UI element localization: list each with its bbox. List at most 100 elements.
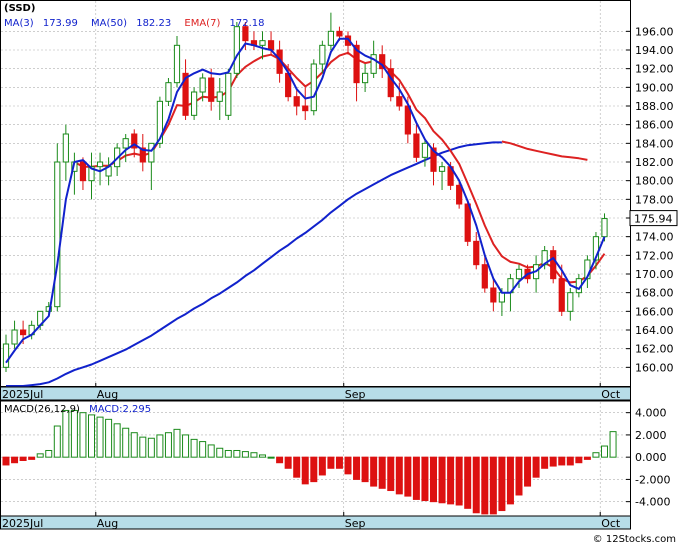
macd-bar [199,441,207,458]
macd-date-bar [0,515,631,530]
macd-bar [592,452,600,458]
candle-body [199,77,206,93]
ma3-line-path [5,37,606,364]
candle-body [216,91,223,102]
macd-bar [344,456,352,475]
macd-bar [173,428,181,458]
ma3-legend: MA(3) 173.99 MA(50) 182.23 EMA(7) 172.18 [4,18,265,29]
ma50-legend-value: 182.23 [136,18,171,29]
macd-bar [45,449,53,458]
candle-body [438,166,446,172]
macd-bar [609,431,617,458]
macd-bar [353,456,361,480]
macd-bar [421,456,429,502]
macd-bar [541,456,549,469]
macd-bar [62,409,70,458]
macd-date-label: 2025Jul [2,517,43,530]
candle-body [430,147,437,172]
macd-tick-label: -4.000 [635,496,670,509]
ma50-line-recent-segment [501,140,588,161]
candle-body [233,26,240,74]
macd-bar [11,456,19,464]
candle-body [413,133,420,158]
macd-tick-label: -2.000 [635,473,670,486]
macd-bar [156,434,164,458]
candle-body [490,287,497,303]
price-tick-label: 196.00 [635,25,674,38]
candle-body [62,133,69,163]
ma3-legend-value: 173.99 [43,18,78,29]
candle-body [481,264,488,289]
ma50-legend-label: MA(50) [91,18,127,29]
macd-bar [498,456,506,512]
macd-bar [387,456,395,492]
price-tick-label: 174.00 [635,231,674,244]
credit-text: © 12Stocks.com [593,534,676,545]
macd-bar [284,456,292,469]
candle-body [379,54,386,70]
macd-bar [122,427,130,458]
price-tick-label: 178.00 [635,193,674,206]
macd-bar [378,456,386,489]
macd-bar [233,449,241,458]
candle-body [515,268,523,280]
candle-body [191,91,198,116]
candle-body [464,203,471,242]
candle-body [173,44,181,84]
macd-legend-value: MACD:2.295 [89,404,151,415]
price-badge-box [629,210,678,227]
macd-y-axis: -4.000 -2.000 0.000 2.000 4.000 [626,407,670,509]
candle-body [601,218,608,238]
macd-bar [327,456,335,469]
candle-body [387,68,394,98]
price-tick-label: 170.00 [635,268,674,281]
macd-bar [489,456,497,515]
candle-body [131,133,138,149]
macd-bar [147,437,155,458]
price-tick-label: 162.00 [635,343,674,356]
candle-body [54,161,61,308]
macd-bar [412,456,420,500]
candle-body [567,292,574,312]
candle-body [122,138,129,149]
macd-bar [2,456,10,466]
macd-bar [164,432,172,458]
macd-bar [361,456,369,483]
candle-body [353,44,360,84]
price-tick-label: 192.00 [635,63,674,76]
candle-body [208,77,215,102]
macd-bar [447,456,455,505]
macd-bar [276,456,284,464]
macd-tick-label: 0.000 [635,451,667,464]
macd-bar [79,412,87,458]
macd-bar [36,453,44,458]
price-tick-label: 180.00 [635,175,674,188]
macd-bar [250,452,258,458]
macd-bar [430,456,437,503]
macd-bar [532,456,540,478]
macd-bar [301,456,309,485]
macd-date-label: Aug [97,517,118,530]
candle-body [421,142,429,158]
ma3-legend-label: MA(3) [4,18,34,29]
candlesticks [2,12,608,372]
candle-body [96,161,104,168]
candle-body [156,100,164,144]
candle-body [319,44,326,65]
price-tick-label: 186.00 [635,119,674,132]
price-date-label: Oct [601,388,621,401]
candle-body [225,72,232,116]
price-y-axis: 160.00 162.00 164.00 166.00 168.00 170.00 172.… [626,25,674,374]
macd-bar [335,456,343,469]
macd-tick-label: 2.000 [635,429,667,442]
price-badge: 175.94 [634,213,673,226]
macd-bar [583,456,591,460]
macd-bar [130,432,138,458]
macd-bar [53,425,61,458]
ema7-legend-label: EMA(7) [184,18,220,29]
macd-bar [601,445,608,458]
macd-legend: MACD(26,12,9) MACD:2.295 [4,404,151,415]
macd-bar [70,409,78,458]
macd-bar [438,456,446,504]
macd-bar [113,423,121,458]
